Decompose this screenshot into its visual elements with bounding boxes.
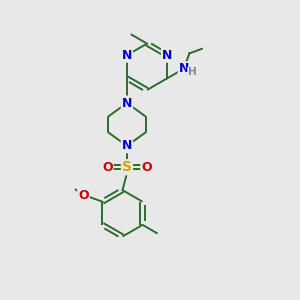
Text: N: N <box>162 49 172 62</box>
Text: O: O <box>141 161 152 174</box>
Text: O: O <box>102 161 112 174</box>
Text: N: N <box>122 97 132 110</box>
Text: N: N <box>178 62 189 75</box>
Text: O: O <box>78 189 89 202</box>
Text: N: N <box>122 49 132 62</box>
Text: S: S <box>122 160 132 174</box>
Text: H: H <box>188 67 197 77</box>
Text: N: N <box>122 139 132 152</box>
